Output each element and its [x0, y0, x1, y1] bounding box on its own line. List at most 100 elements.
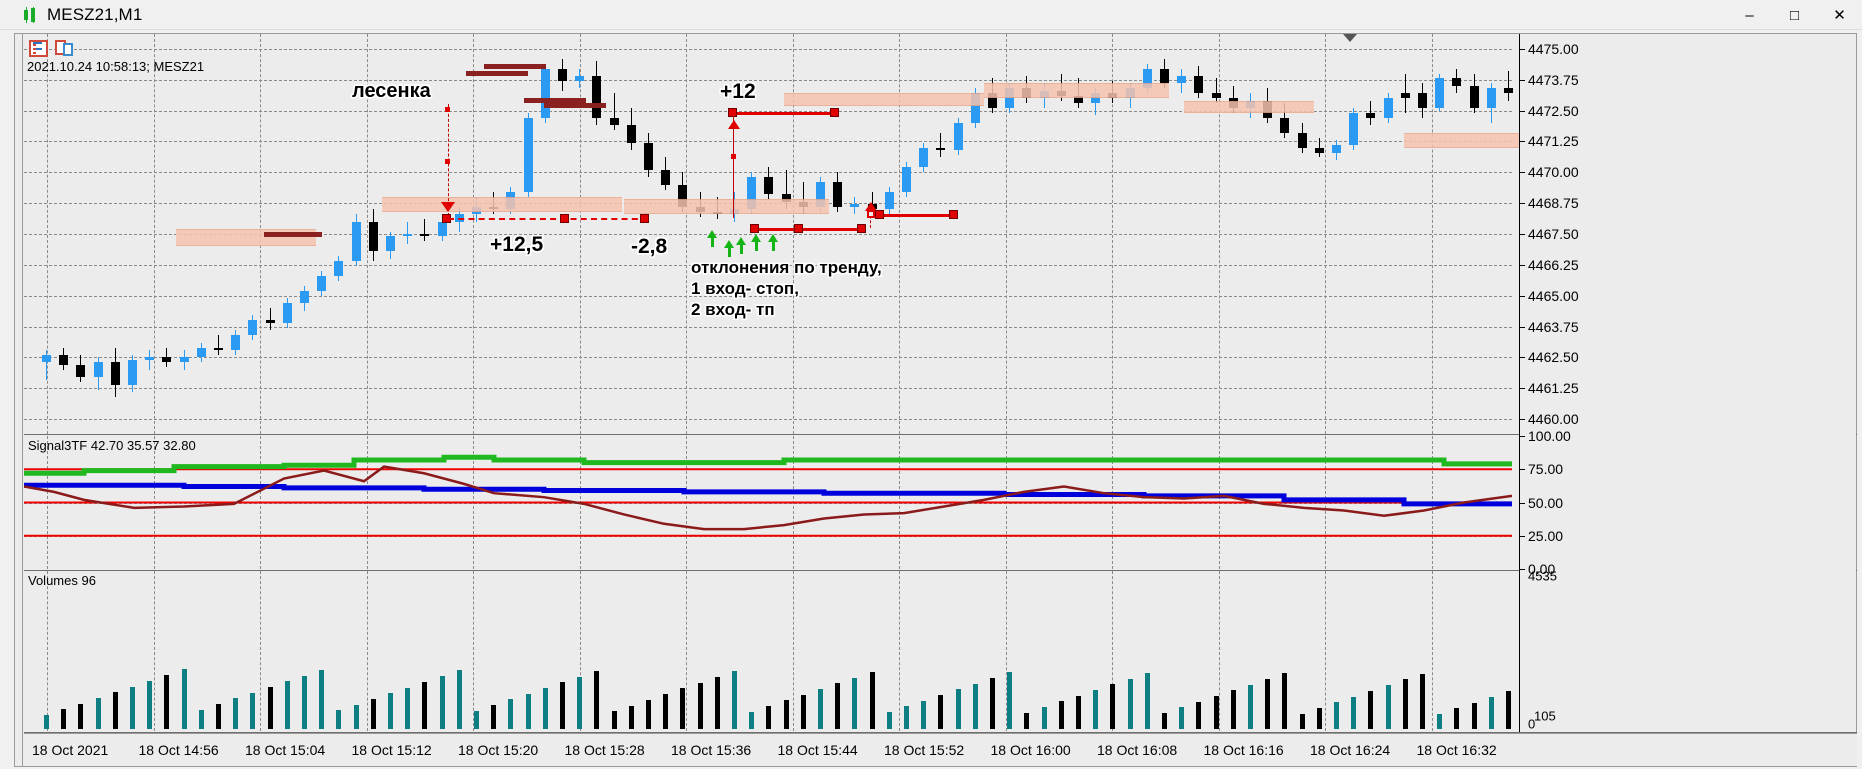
volume-bar [818, 688, 823, 729]
volume-bar [749, 711, 755, 729]
volume-bar [1041, 706, 1047, 729]
signal-axis-tick [1520, 469, 1525, 471]
minimize-button[interactable]: – [1745, 6, 1754, 24]
annot-lesenka: лесенка [352, 80, 431, 102]
price-panel[interactable] [24, 34, 1539, 434]
volume-bar [1144, 672, 1150, 729]
volume-bar [1402, 679, 1408, 729]
volume-bar [336, 710, 342, 729]
volume-bar [267, 687, 273, 729]
candle-body [59, 354, 69, 365]
signal-axis-label: 50.00 [1528, 494, 1564, 511]
candle-body [1091, 93, 1101, 104]
gridline-vertical [579, 34, 581, 434]
candle-body [1142, 68, 1152, 89]
volume-bar [886, 712, 892, 729]
buy-arrow-icon [865, 202, 877, 211]
time-axis[interactable]: 18 Oct 2021 18 Oct 14:56 18 Oct 15:04 18 Oc… [24, 733, 1857, 766]
volumes-panel[interactable]: Volumes 96 [24, 571, 1539, 731]
volume-bar [1024, 712, 1030, 729]
supply-demand-zone [1184, 100, 1314, 113]
volume-bar [1213, 696, 1219, 729]
candle-wick [424, 219, 426, 242]
price-axis-tick [1520, 110, 1525, 112]
candle-body [833, 182, 843, 207]
volume-bar [852, 677, 858, 729]
trade-exit-marker [830, 108, 839, 117]
candle-body [1194, 75, 1204, 94]
price-axis[interactable]: 4475.00 4473.75 4472.50 4471.25 4470.00 4468.… [1519, 34, 1856, 732]
volume-bar [1368, 690, 1374, 729]
candle-body [1160, 68, 1169, 84]
candle-body [386, 236, 395, 252]
supply-demand-zone [984, 83, 1169, 99]
signal-arrow-up-icon [736, 237, 747, 254]
price-axis-tick [1520, 79, 1525, 81]
volume-bar [1058, 701, 1064, 729]
time-axis-label: 18 Oct 2021 [32, 742, 109, 758]
volume-bar [1316, 707, 1322, 729]
buy-arrow-icon [728, 120, 740, 129]
chart-toolbar[interactable] [29, 40, 74, 57]
price-axis-label: 4463.75 [1528, 318, 1579, 335]
signal-axis-label: 75.00 [1528, 461, 1564, 478]
gridline-vertical [792, 571, 794, 731]
candle-wick [149, 350, 151, 370]
volume-bar [938, 695, 944, 729]
signal3tf-series [24, 454, 1512, 537]
candle-body [1211, 93, 1221, 99]
gridline-vertical [1431, 571, 1433, 731]
price-axis-label: 4473.75 [1528, 71, 1579, 88]
candle-wick [802, 182, 804, 215]
close-button[interactable]: ✕ [1833, 7, 1846, 24]
candle-body [970, 93, 980, 123]
candle-body [575, 75, 585, 81]
chart-area[interactable]: 2021.10.24 10:58:13; MESZ21 xsScalpTick … [14, 33, 1857, 767]
candle-body [1435, 78, 1445, 109]
candle-wick [785, 169, 787, 210]
volume-bar [78, 703, 84, 729]
candle-body [454, 214, 464, 222]
candle-body [850, 204, 860, 207]
signal-maroon-line [24, 465, 1512, 531]
price-axis-label: 4465.00 [1528, 287, 1579, 304]
price-axis-tick [1520, 48, 1525, 50]
signal-arrow-up-icon [707, 230, 718, 247]
candle-body [523, 117, 533, 192]
volume-bar [1162, 713, 1167, 729]
candle-body [334, 261, 344, 276]
volume-bar [611, 711, 617, 729]
signal3tf-panel[interactable]: Signal3TF 42.70 35.57 32.80 [24, 436, 1539, 569]
candle-body [420, 234, 430, 237]
candle-body [1400, 93, 1410, 99]
volume-bar [95, 697, 101, 729]
trade-point [731, 154, 736, 159]
price-axis-label: 4471.25 [1528, 133, 1579, 150]
volume-bar [319, 669, 325, 729]
time-axis-label: 18 Oct 15:12 [351, 742, 432, 758]
signal-axis-tick [1520, 569, 1525, 570]
chart-shift-icon[interactable] [55, 40, 74, 57]
resistance-line [264, 231, 322, 237]
gridline-vertical [1218, 571, 1220, 731]
volume-bar [491, 705, 497, 729]
maximize-button[interactable]: □ [1789, 6, 1800, 24]
volume-bar [250, 692, 256, 729]
candle-body [609, 117, 619, 126]
volume-bar [1265, 678, 1271, 729]
volume-bar [1230, 690, 1236, 729]
gridline-horizontal [24, 141, 1512, 143]
volume-bar [1076, 695, 1081, 729]
trade-line-horizontal [754, 228, 864, 231]
candle-body [1074, 95, 1083, 104]
volume-bar [456, 670, 462, 729]
candle-body [1349, 113, 1359, 146]
gridline-horizontal [24, 357, 1512, 359]
data-window-icon[interactable] [29, 40, 48, 57]
trade-point-marker [867, 210, 875, 218]
signal3tf-label: Signal3TF 42.70 35.57 32.80 [28, 438, 196, 453]
volume-bar [1110, 684, 1116, 729]
gridline-vertical [366, 571, 368, 731]
gridline-horizontal [24, 79, 1512, 81]
supply-demand-zone [1404, 132, 1524, 148]
